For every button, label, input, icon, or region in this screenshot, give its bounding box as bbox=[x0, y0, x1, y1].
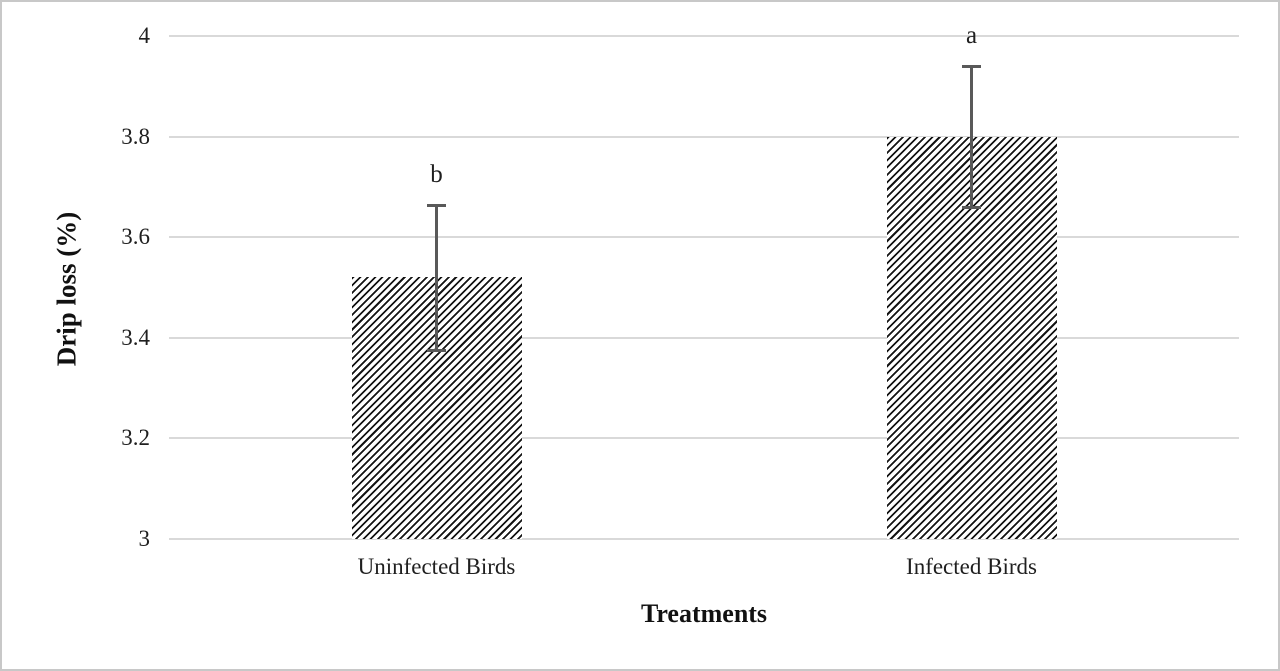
error-bar-cap-top bbox=[962, 65, 981, 69]
gridline bbox=[169, 437, 1239, 440]
x-axis-title: Treatments bbox=[640, 599, 768, 628]
y-tick-label: 3.8 bbox=[121, 123, 150, 149]
x-category-label: Infected Birds bbox=[906, 554, 1037, 579]
y-tick-label: 3.4 bbox=[121, 324, 150, 350]
error-bar-cap-bottom bbox=[962, 206, 981, 210]
x-category-label: Uninfected Birds bbox=[357, 554, 516, 579]
error-bar-line bbox=[970, 66, 973, 207]
significance-letter: a bbox=[965, 22, 978, 50]
error-bar-cap-bottom bbox=[427, 349, 446, 353]
y-tick-label: 3.6 bbox=[121, 224, 150, 250]
y-tick-label: 3 bbox=[138, 526, 151, 551]
gridline bbox=[169, 336, 1239, 339]
error-bar-cap-top bbox=[427, 203, 446, 207]
gridline bbox=[169, 236, 1239, 239]
gridline bbox=[169, 35, 1239, 37]
y-tick-label: 3.2 bbox=[121, 425, 150, 451]
gridline bbox=[169, 135, 1239, 138]
y-tick-label: 4 bbox=[138, 23, 151, 48]
significance-letter: b bbox=[430, 160, 443, 188]
y-axis-title: Drip loss (%) bbox=[51, 211, 82, 367]
error-bar-line bbox=[435, 204, 438, 351]
x-axis-line bbox=[169, 538, 1239, 540]
